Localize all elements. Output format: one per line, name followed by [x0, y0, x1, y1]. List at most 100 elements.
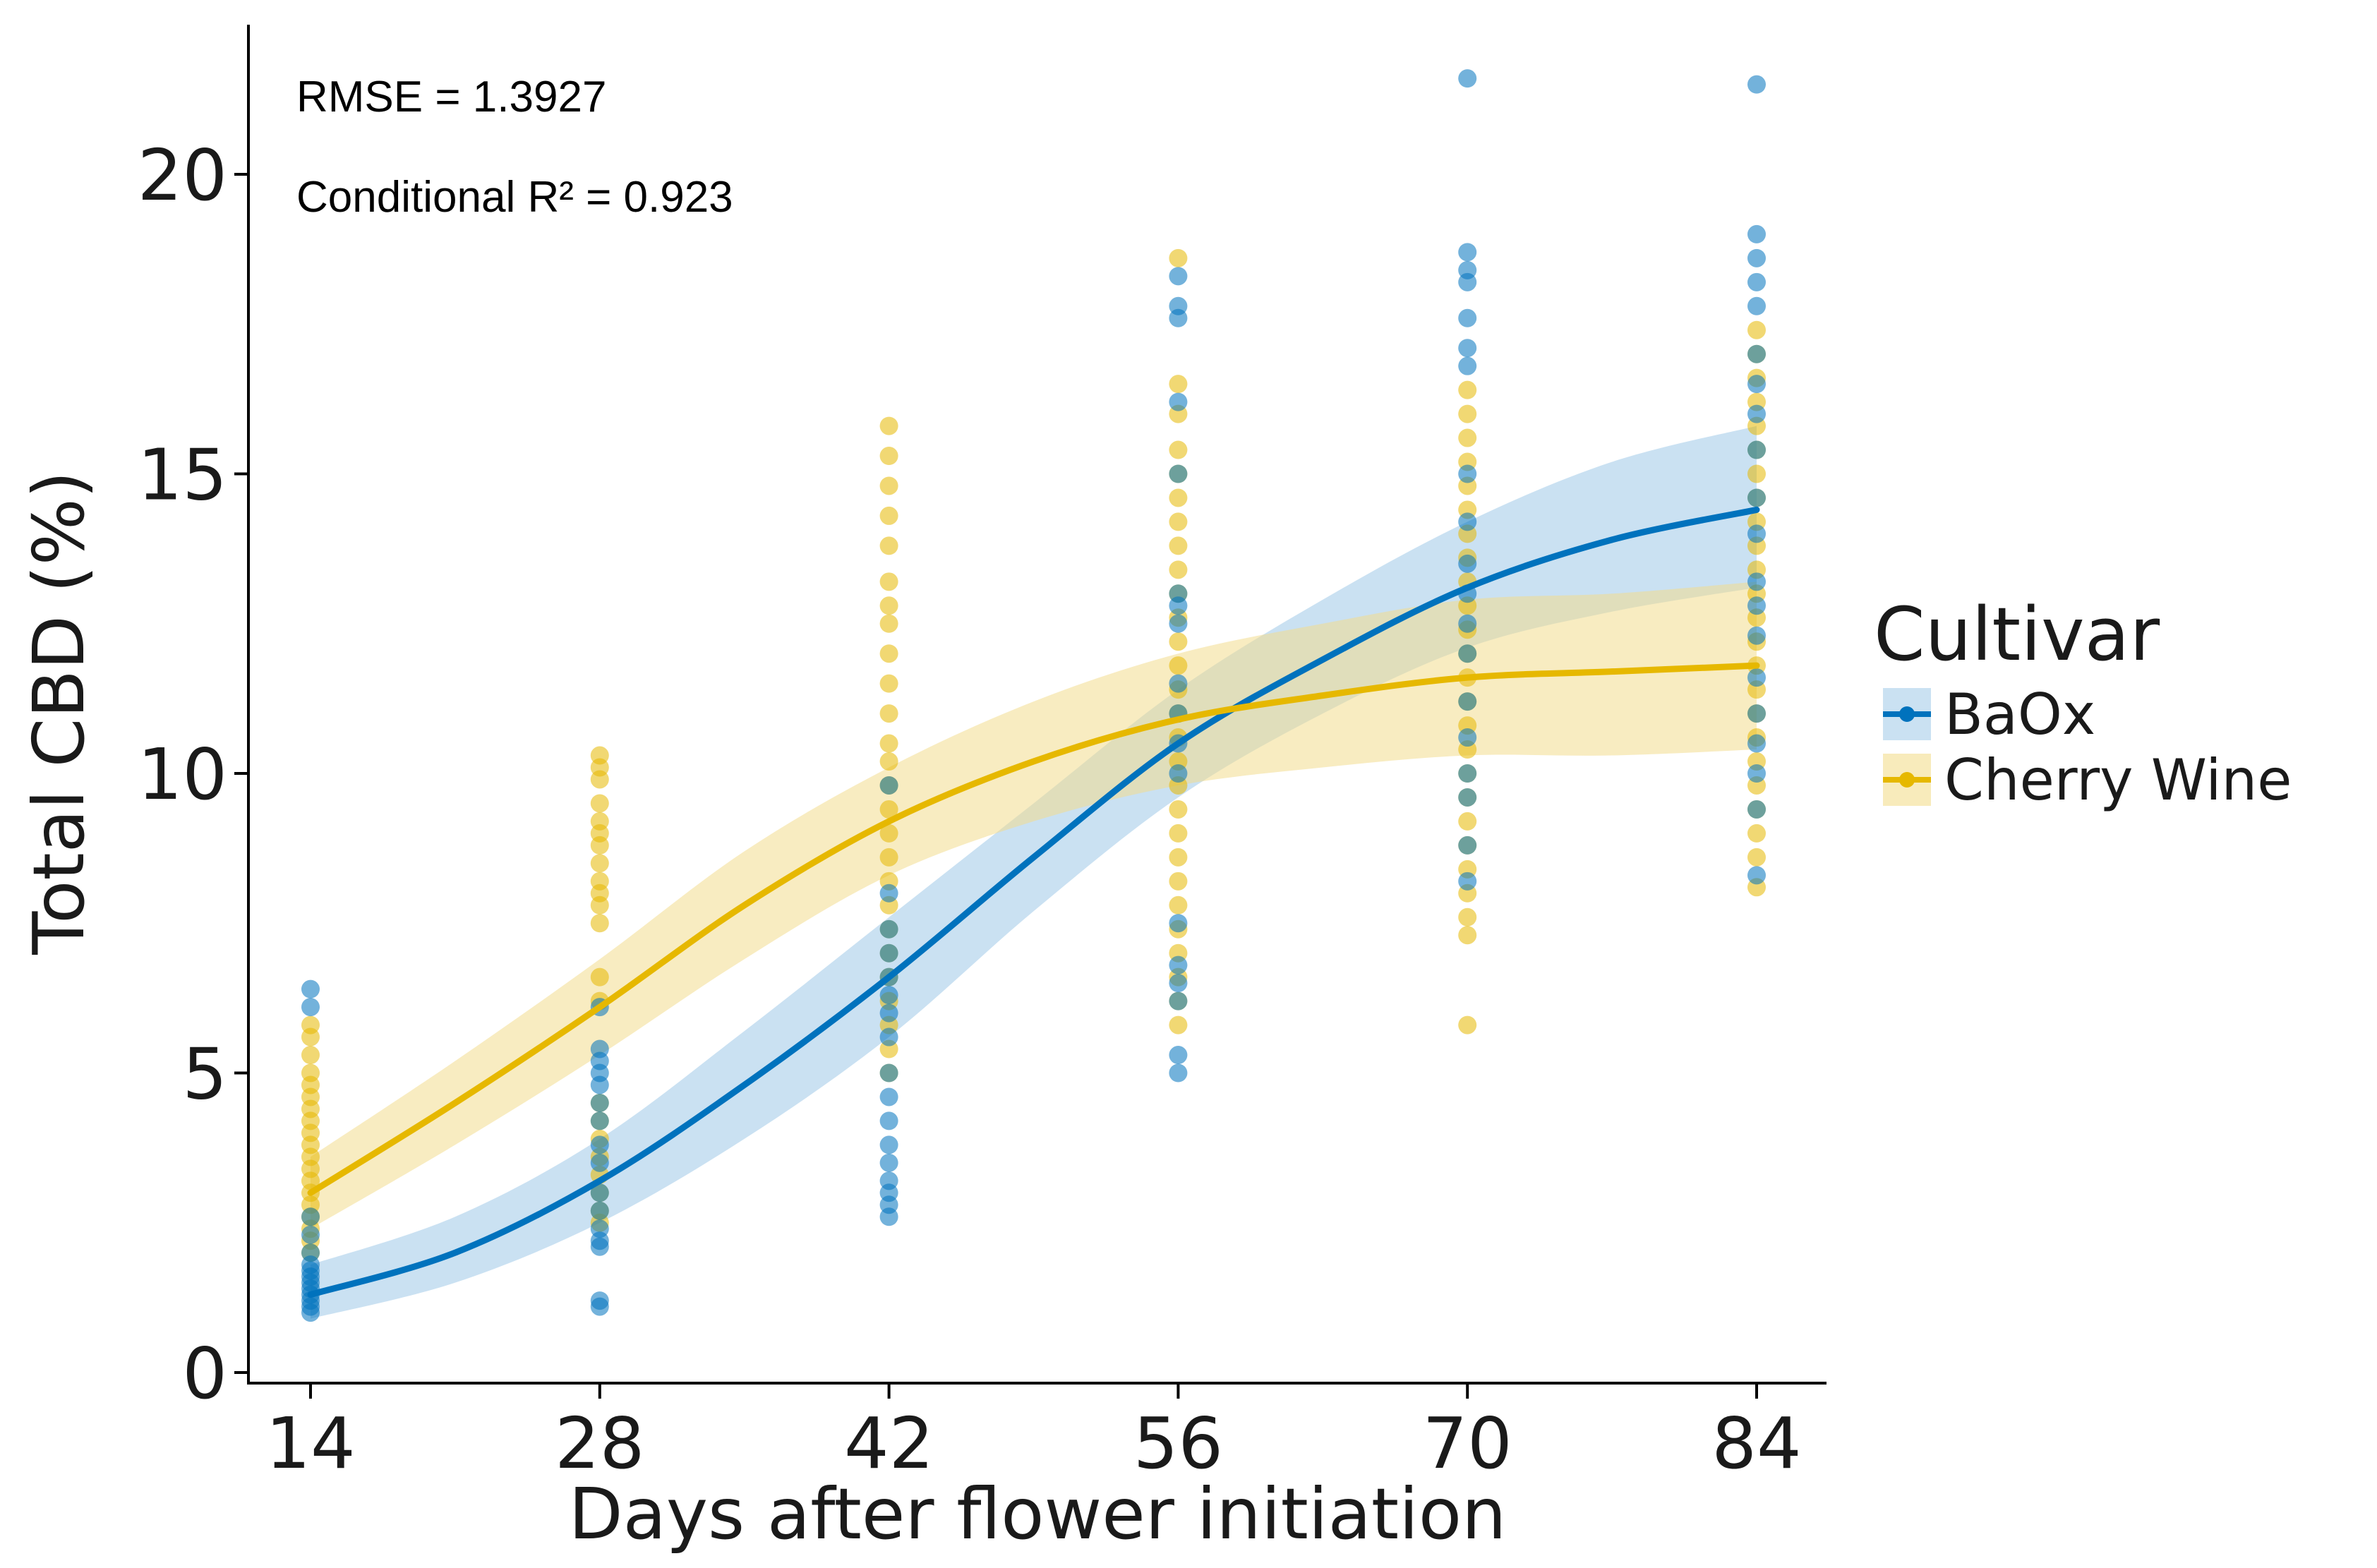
point-baox-28-7	[590, 1135, 609, 1154]
point-cherry-wine-70-2	[1458, 428, 1477, 447]
point-cherry-wine-42-6	[879, 596, 898, 615]
point-cherry-wine-84-22	[1747, 848, 1766, 867]
point-baox-70-11	[1458, 614, 1477, 633]
point-baox-70-7	[1458, 464, 1477, 483]
point-cherry-wine-84-6	[1747, 464, 1766, 483]
point-cherry-wine-56-6	[1169, 512, 1188, 531]
point-cherry-wine-70-22	[1458, 907, 1477, 927]
point-baox-56-17	[1169, 1063, 1188, 1082]
point-cherry-wine-56-11	[1169, 632, 1188, 651]
confidence-bands	[311, 426, 1757, 1319]
point-baox-28-13	[590, 1237, 609, 1256]
point-baox-84-9	[1747, 488, 1766, 507]
point-cherry-wine-42-4	[879, 536, 898, 555]
point-baox-84-11	[1747, 572, 1766, 591]
point-baox-42-1	[879, 883, 898, 903]
point-baox-70-4	[1458, 308, 1477, 327]
point-cherry-wine-56-27	[1169, 1015, 1188, 1035]
y-axis-title: Total CBD (%)	[18, 471, 100, 955]
point-baox-42-16	[879, 1207, 898, 1226]
point-baox-84-1	[1747, 224, 1766, 243]
point-baox-84-12	[1747, 596, 1766, 615]
point-cherry-wine-42-14	[879, 800, 898, 819]
point-baox-42-3	[879, 943, 898, 963]
point-baox-70-15	[1458, 764, 1477, 783]
point-baox-56-12	[1169, 914, 1188, 933]
point-cherry-wine-70-23	[1458, 926, 1477, 945]
point-baox-84-14	[1747, 668, 1766, 687]
point-cherry-wine-42-5	[879, 572, 898, 591]
point-cherry-wine-28-10	[590, 895, 609, 915]
point-baox-70-6	[1458, 356, 1477, 375]
legend-label-cherry-wine: Cherry Wine	[1944, 747, 2292, 813]
point-baox-56-6	[1169, 596, 1188, 615]
point-baox-84-7	[1747, 404, 1766, 423]
point-baox-56-3	[1169, 392, 1188, 411]
point-baox-56-2	[1169, 308, 1188, 327]
point-baox-84-8	[1747, 440, 1766, 459]
point-baox-14-11	[301, 1303, 320, 1322]
point-cherry-wine-42-9	[879, 674, 898, 693]
legend-dot-baox	[1899, 706, 1915, 722]
point-cherry-wine-42-8	[879, 644, 898, 663]
point-cherry-wine-56-5	[1169, 488, 1188, 507]
rmse-annotation: RMSE = 1.3927	[296, 73, 606, 121]
point-baox-84-16	[1747, 734, 1766, 753]
point-cherry-wine-70-0	[1458, 380, 1477, 399]
point-baox-56-13	[1169, 955, 1188, 975]
point-baox-84-4	[1747, 296, 1766, 315]
point-baox-56-7	[1169, 614, 1188, 633]
x-tick-label-28: 28	[555, 1402, 644, 1485]
point-baox-84-0	[1747, 75, 1766, 94]
fit-lines	[307, 506, 1760, 1298]
point-baox-70-1	[1458, 243, 1477, 262]
point-cherry-wine-14-2	[301, 1046, 320, 1065]
point-baox-28-10	[590, 1201, 609, 1220]
point-baox-70-9	[1458, 554, 1477, 573]
x-tick-label-42: 42	[844, 1402, 934, 1485]
point-cherry-wine-28-7	[590, 854, 609, 873]
point-baox-70-17	[1458, 836, 1477, 855]
point-cherry-wine-84-0	[1747, 320, 1766, 339]
point-baox-28-9	[590, 1183, 609, 1202]
point-baox-14-12	[301, 1225, 320, 1244]
point-baox-70-12	[1458, 644, 1477, 663]
band-cherry-wine	[311, 581, 1757, 1229]
point-baox-70-18	[1458, 872, 1477, 891]
point-baox-70-14	[1458, 728, 1477, 747]
fit-line-baox	[307, 506, 1760, 1298]
point-baox-28-5	[590, 1093, 609, 1112]
point-cherry-wine-56-18	[1169, 800, 1188, 819]
point-baox-56-11	[1169, 764, 1188, 783]
legend: Cultivar BaOx Cherry Wine	[1874, 591, 2292, 813]
point-baox-56-8	[1169, 674, 1188, 693]
legend-title: Cultivar	[1874, 591, 2160, 677]
point-cherry-wine-28-3	[590, 794, 609, 813]
point-baox-56-15	[1169, 991, 1188, 1011]
point-baox-28-6	[590, 1111, 609, 1130]
point-cherry-wine-42-10	[879, 704, 898, 723]
point-cherry-wine-42-12	[879, 752, 898, 771]
x-tick-label-84: 84	[1711, 1402, 1801, 1485]
legend-dot-cherry-wine	[1899, 772, 1915, 788]
point-baox-42-11	[879, 1135, 898, 1154]
point-baox-84-18	[1747, 800, 1766, 819]
point-baox-84-10	[1747, 524, 1766, 543]
point-cherry-wine-42-15	[879, 824, 898, 843]
point-cherry-wine-42-0	[879, 416, 898, 435]
point-baox-42-0	[879, 776, 898, 795]
y-tick-label-15: 15	[138, 434, 227, 517]
point-cherry-wine-42-11	[879, 734, 898, 753]
point-cherry-wine-56-12	[1169, 656, 1188, 675]
legend-label-baox: BaOx	[1944, 682, 2095, 747]
x-axis-ticks: 14 28 42 56 70 84	[265, 1383, 1802, 1485]
point-baox-42-12	[879, 1153, 898, 1172]
point-cherry-wine-28-12	[590, 967, 609, 987]
point-baox-70-5	[1458, 339, 1477, 358]
point-baox-28-8	[590, 1153, 609, 1172]
point-baox-28-4	[590, 1075, 609, 1094]
point-cherry-wine-84-21	[1747, 824, 1766, 843]
point-baox-84-19	[1747, 866, 1766, 885]
x-axis-title: Days after flower initiation	[569, 1473, 1507, 1555]
